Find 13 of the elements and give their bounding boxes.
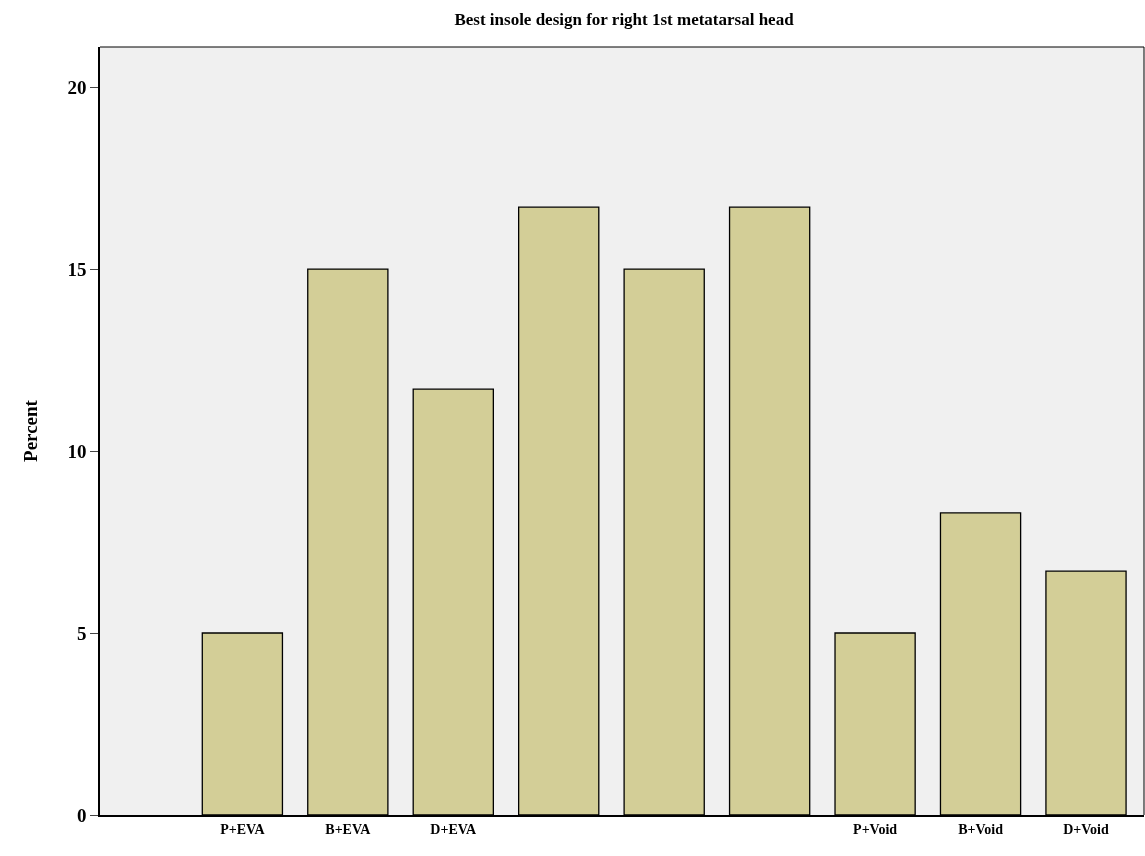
- y-tick-label: 20: [67, 76, 87, 98]
- chart-title: Best insole design for right 1st metatarsal head: [454, 9, 795, 29]
- y-axis-title: Percent: [19, 399, 41, 462]
- y-tick-label: 5: [76, 622, 87, 644]
- x-tick-label: B+EVA: [325, 821, 372, 837]
- x-tick-label: P+Void: [853, 821, 898, 837]
- x-tick-label: B+Void: [958, 821, 1004, 837]
- x-tick-label: D+Void: [1063, 821, 1110, 837]
- y-tick-label: 10: [67, 440, 87, 462]
- x-tick-label: D+EVA: [430, 821, 478, 837]
- y-tick-label: 0: [76, 804, 87, 826]
- y-tick-label: 15: [67, 258, 87, 280]
- x-tick-label: P+EVA: [220, 821, 266, 837]
